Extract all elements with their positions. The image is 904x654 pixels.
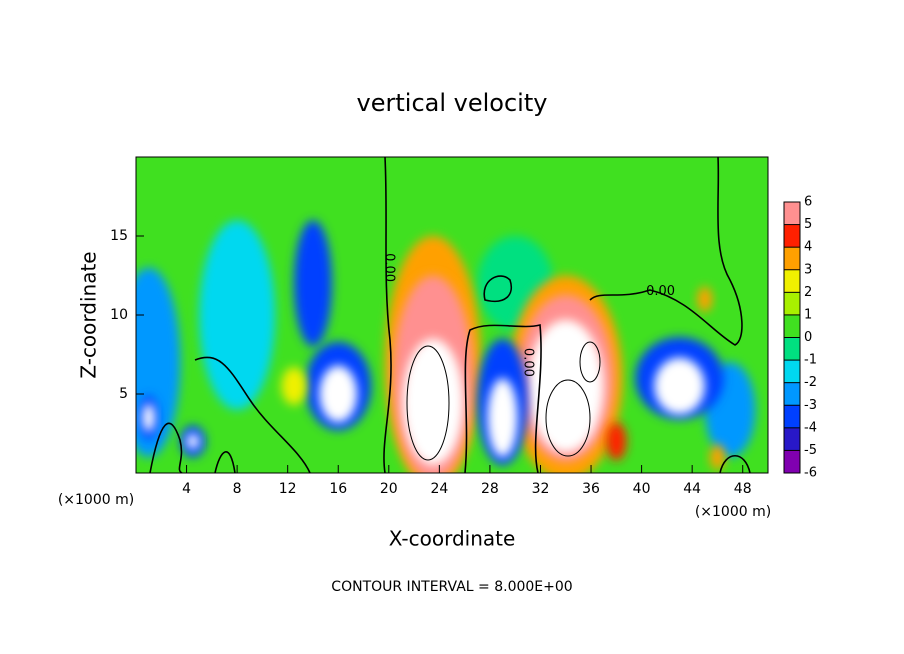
colorbar-band <box>784 427 800 451</box>
footnote: CONTOUR INTERVAL = 8.000E+00 <box>331 579 572 595</box>
x-tick-label: 40 <box>633 481 651 497</box>
chart-title: vertical velocity <box>357 89 548 117</box>
field-feature <box>319 365 358 423</box>
field <box>136 157 768 473</box>
axes: 0.000.000.004 8 12 16 20 24 28 32 36 40 44 4851015-… <box>110 195 817 498</box>
colorbar-label: 5 <box>804 217 812 232</box>
x-tick-label: 4 <box>182 481 191 497</box>
x-unit-right: (×1000 m) <box>695 504 771 520</box>
y-tick-label: 5 <box>119 386 128 402</box>
contour-label: 0.00 <box>381 253 396 282</box>
colorbar-band <box>784 224 800 248</box>
x-unit: (×1000 m) <box>58 492 134 508</box>
colorbar-band <box>784 337 800 361</box>
colorbar-label: 0 <box>804 330 812 345</box>
colorbar-label: -2 <box>804 375 817 390</box>
field-feature <box>199 220 276 410</box>
y-tick-label: 15 <box>110 228 128 244</box>
x-tick-label: 12 <box>279 481 297 497</box>
field-feature <box>709 444 726 470</box>
contour-label: 0.00 <box>646 284 675 299</box>
x-tick-label: 24 <box>430 481 448 497</box>
core-contours <box>406 341 601 461</box>
y-tick-label: 10 <box>110 307 128 323</box>
colorbar-label: 1 <box>804 307 812 322</box>
colorbar-label: -1 <box>804 353 817 368</box>
contour-label: 0.00 <box>520 348 535 377</box>
colorbar-label: 4 <box>804 240 812 255</box>
colorbar-label: 3 <box>804 262 812 277</box>
x-tick-label: 16 <box>329 481 347 497</box>
colorbar-label: 6 <box>804 195 812 210</box>
x-tick-label: 20 <box>380 481 398 497</box>
field-feature <box>186 433 200 450</box>
colorbar-label: -6 <box>804 466 817 481</box>
field-feature <box>402 338 464 466</box>
field-feature <box>281 367 307 406</box>
y-axis-label: Z-coordinate <box>77 251 101 378</box>
colorbar-band <box>784 292 800 315</box>
colorbar-label: -4 <box>804 420 817 435</box>
x-tick-label: 48 <box>734 481 752 497</box>
colorbar-label: 2 <box>804 285 812 300</box>
colorbar-band <box>784 314 800 338</box>
field-feature <box>294 220 332 347</box>
colorbar-band <box>784 247 800 270</box>
colorbar-band <box>784 360 800 383</box>
colorbar-band <box>784 405 800 428</box>
x-axis-label: X-coordinate <box>389 527 516 551</box>
x-tick-label: 32 <box>532 481 550 497</box>
field-feature <box>606 422 627 461</box>
x-tick-label: 28 <box>481 481 499 497</box>
field-feature <box>697 286 713 312</box>
x-tick-label: 44 <box>683 481 701 497</box>
field-feature <box>487 378 518 458</box>
colorbar-band <box>784 202 800 225</box>
field-feature <box>142 403 155 432</box>
zero-contours <box>149 157 751 473</box>
colorbar-label: -5 <box>804 443 817 458</box>
x-tick-label: 8 <box>233 481 242 497</box>
colorbar-band <box>784 450 800 473</box>
colorbar-band <box>784 269 800 293</box>
field-feature <box>527 319 604 453</box>
x-tick-label: 36 <box>582 481 600 497</box>
field-feature <box>654 357 705 415</box>
colorbar-band <box>784 382 800 406</box>
colorbar-label: -3 <box>804 398 817 413</box>
